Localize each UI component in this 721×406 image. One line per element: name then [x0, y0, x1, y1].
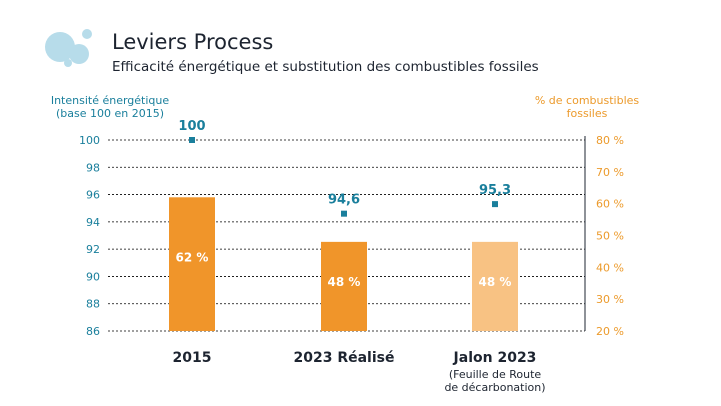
left-axis-tick: 92 [86, 243, 100, 256]
category-label: 2023 Réalisé [294, 350, 395, 366]
data-point [341, 210, 347, 217]
category-sublabel: (Feuille de Route [449, 368, 542, 381]
left-axis-tick: 94 [86, 216, 100, 229]
left-axis-tick: 100 [79, 134, 100, 147]
data-point-label: 94,6 [328, 193, 360, 208]
bar [321, 241, 367, 331]
page-subtitle: Efficacité énergétique et substitution d… [112, 59, 539, 75]
data-point-label: 95,3 [479, 183, 511, 198]
category-sublabel: de décarbonation) [444, 381, 545, 394]
right-axis-tick: 40 % [596, 261, 624, 274]
left-axis-tick: 90 [86, 270, 100, 283]
right-axis-tick: 30 % [596, 293, 624, 306]
category-label: Jalon 2023 [453, 350, 537, 366]
right-axis-tick: 50 % [596, 230, 624, 243]
right-axis-tick: 60 % [596, 198, 624, 211]
bar [472, 241, 518, 331]
right-axis-label: % de combustibles fossiles [512, 94, 662, 120]
data-point-label: 100 [178, 119, 205, 134]
right-axis-tick: 20 % [596, 325, 624, 338]
right-axis-tick: 70 % [596, 166, 624, 179]
data-point [492, 201, 498, 208]
header: Leviers Process Efficacité énergétique e… [0, 0, 721, 80]
data-point [189, 137, 195, 143]
bar-label: 48 % [328, 275, 361, 289]
right-axis-label-line: fossiles [566, 107, 608, 120]
bar [169, 197, 215, 331]
category-label: 2015 [173, 350, 212, 366]
bar-label: 48 % [479, 275, 512, 289]
left-axis-tick: 86 [86, 325, 100, 338]
left-axis-label-line: (base 100 en 2015) [55, 107, 165, 120]
left-axis-tick: 98 [86, 161, 100, 174]
page-title: Leviers Process [112, 30, 274, 54]
bubbles-logo-icon [45, 29, 92, 67]
bar-label: 62 % [176, 250, 209, 264]
left-axis-tick: 88 [86, 298, 100, 311]
left-axis-label-line: Intensité énergétique [50, 94, 170, 107]
left-axis-tick: 96 [86, 189, 100, 202]
right-axis-tick: 80 % [596, 134, 624, 147]
left-axis-label: Intensité énergétique (base 100 en 2015) [40, 94, 180, 120]
right-axis-label-line: % de combustibles [534, 94, 640, 107]
